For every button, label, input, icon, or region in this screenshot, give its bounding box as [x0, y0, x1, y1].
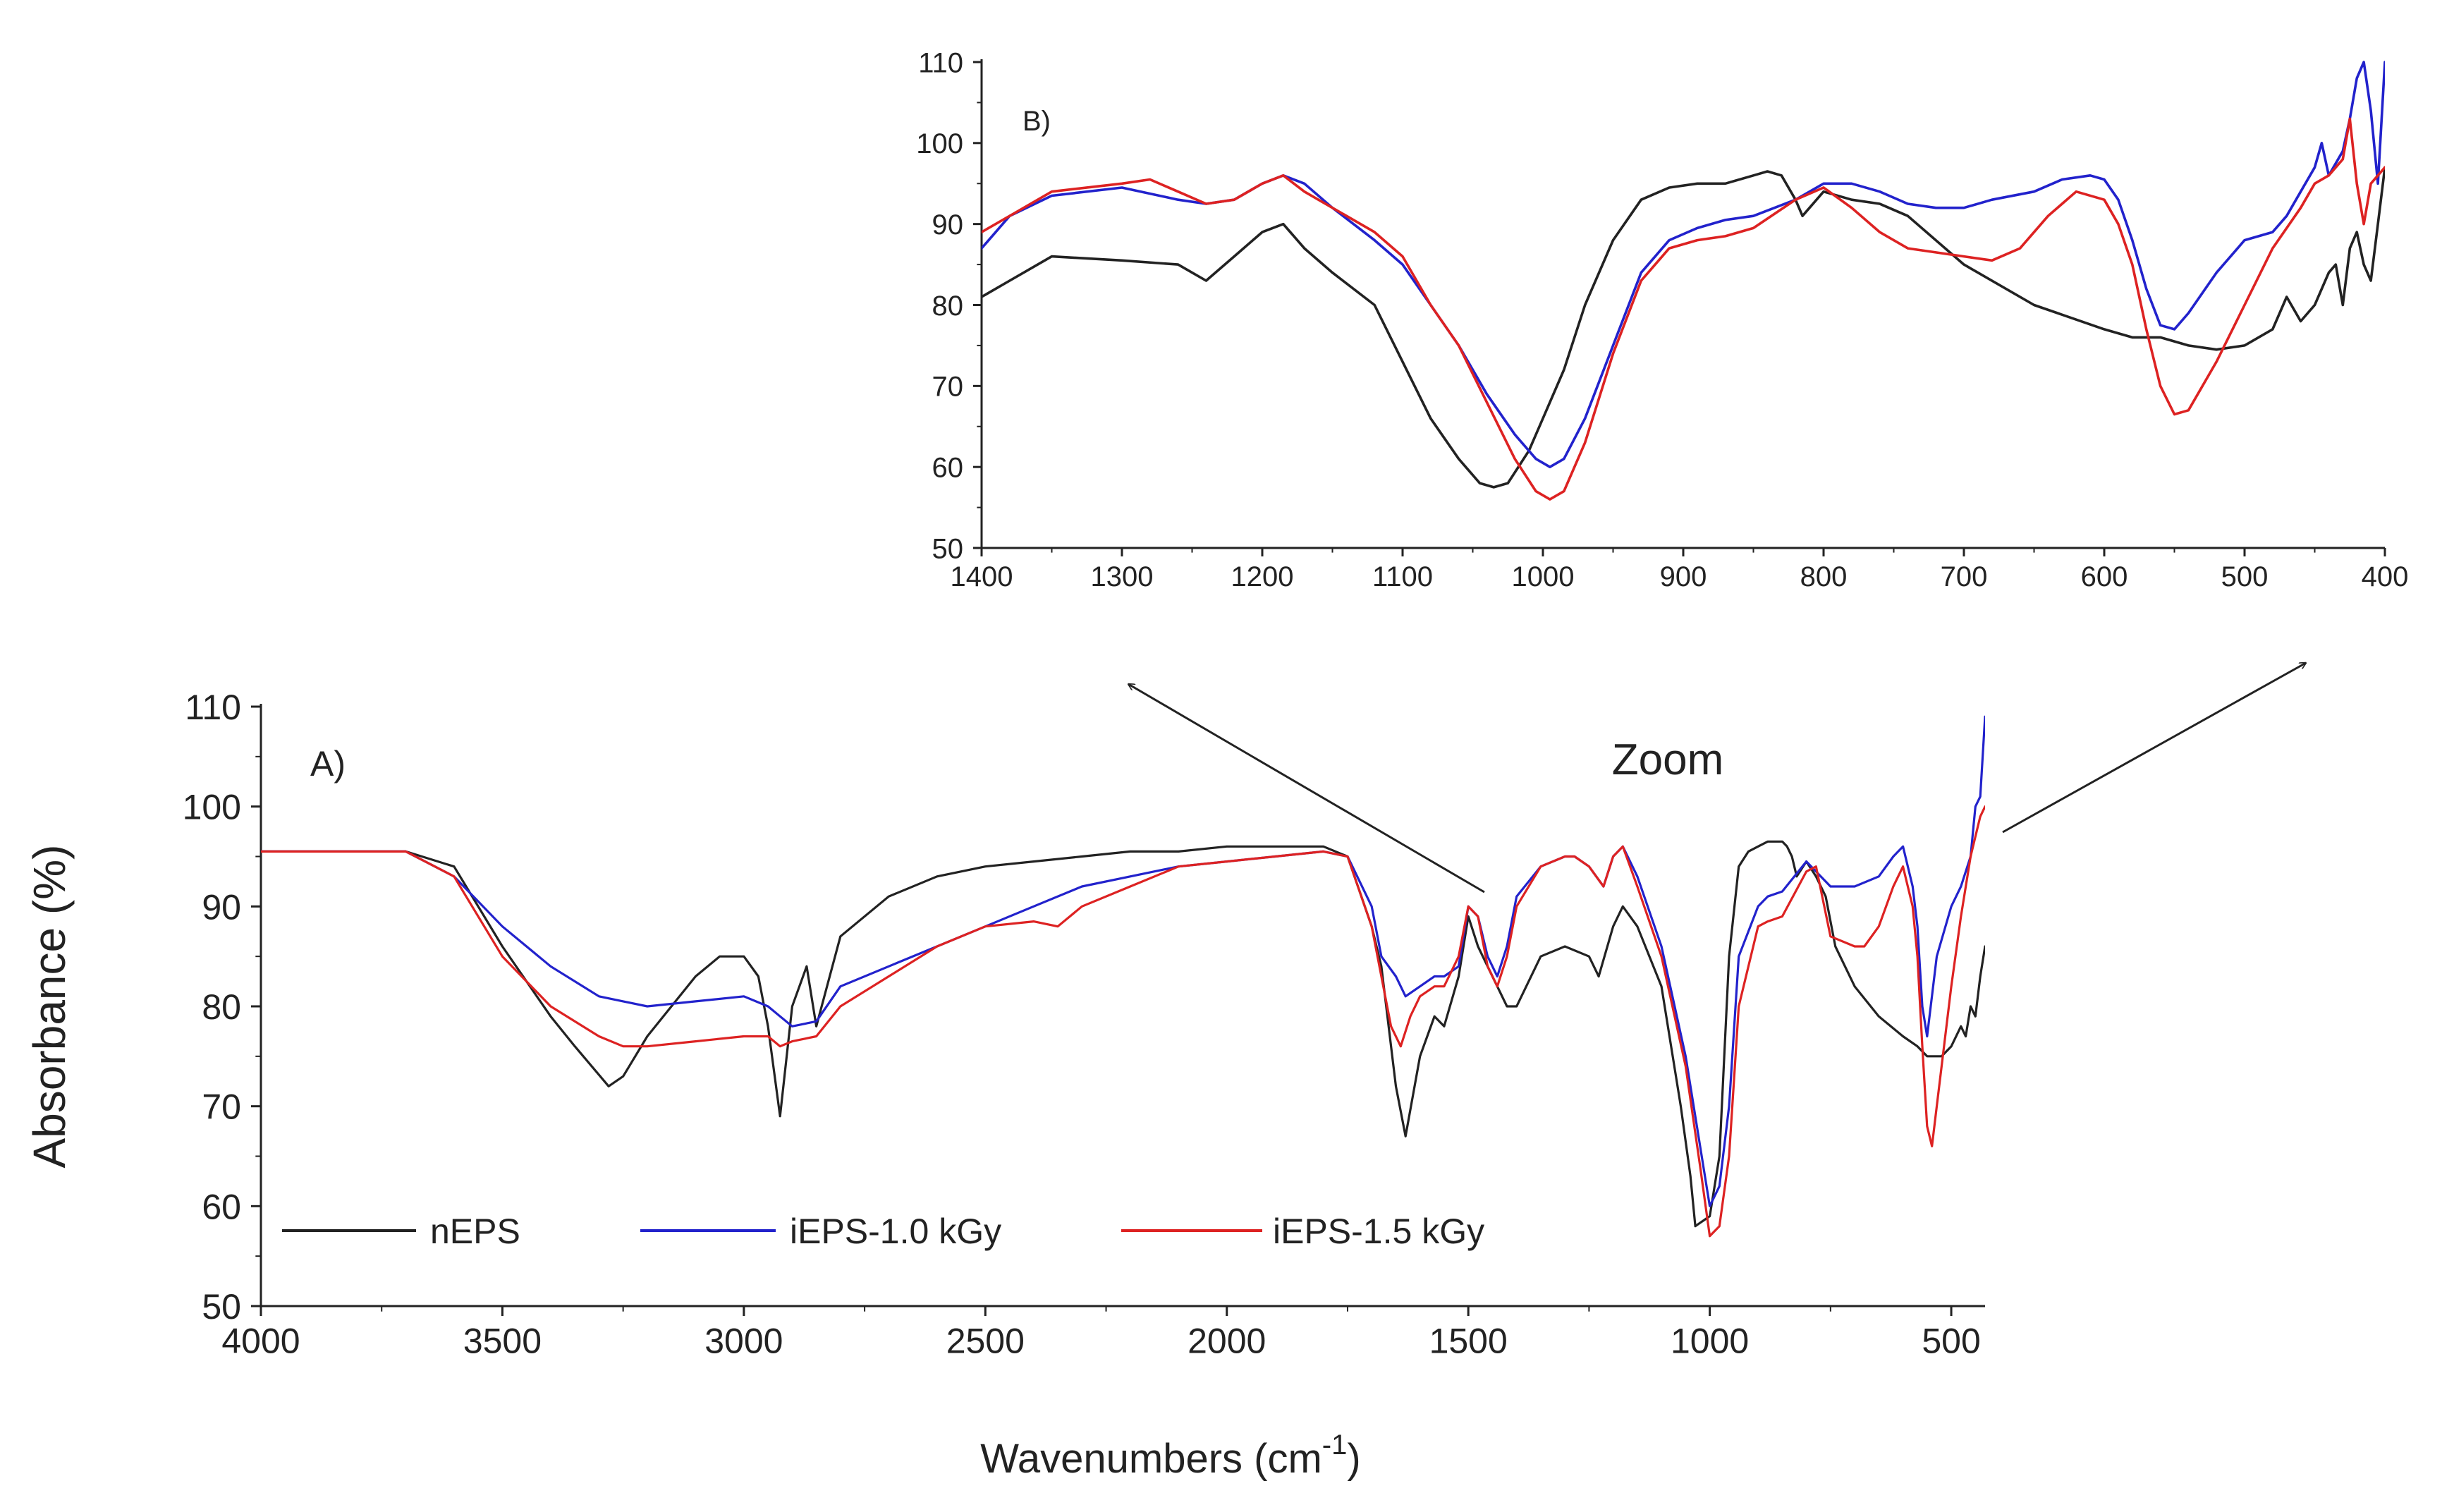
panel-a-y-tick-label: 60	[202, 1187, 241, 1226]
panel-a-y-axis-title: Absorbance (%)	[24, 845, 75, 1169]
zoom-arrow-left	[1128, 684, 1485, 894]
panel-b-label: B)	[1022, 106, 1051, 137]
legend-label: iEPS-1.0 kGy	[790, 1212, 1001, 1251]
legend-label: iEPS-1.5 kGy	[1273, 1212, 1484, 1251]
panel-b-y-tick-label: 110	[918, 47, 963, 78]
panel-b-y-tick-label: 100	[916, 128, 963, 159]
panel-b-x-tick-label: 700	[1941, 561, 1988, 592]
panel-a-legend: nEPS iEPS-1.0 kGy iEPS-1.5 kGy	[282, 1212, 1484, 1251]
panel-a-y-tick-label: 70	[202, 1087, 241, 1127]
panel-b-series-line-ieps-1-0-kgy	[982, 61, 2385, 468]
panel-b-x-tick-label: 900	[1660, 561, 1707, 592]
panel-b-series-line-ieps-1-5-kgy	[982, 117, 2385, 501]
panel-a-label: A)	[310, 744, 346, 784]
panel-b-y-tick-label: 60	[932, 453, 964, 484]
panel-b-x-tick-label: 1200	[1231, 561, 1294, 592]
panel-b-y-tick-label: 70	[932, 372, 964, 403]
panel-a-x-tick-label: 3500	[463, 1322, 542, 1361]
panel-b-x-tick-label: 600	[2081, 561, 2128, 592]
zoom-label: Zoom	[1612, 736, 1723, 784]
panel-a-x-tick-label: 2000	[1188, 1322, 1266, 1361]
panel-a-series-line-ieps-1-0-kgy	[261, 715, 1985, 1207]
panel-b-x-tick-label: 500	[2221, 561, 2269, 592]
panel-a-series-line-ieps-1-5-kgy	[261, 805, 1985, 1238]
panel-a-y-tick-label: 50	[202, 1287, 241, 1327]
legend-label: nEPS	[430, 1212, 520, 1251]
panel-b-x-tick-label: 400	[2362, 561, 2409, 592]
panel-a-x-tick-label: 2500	[946, 1322, 1025, 1361]
panel-b-y-tick-label: 90	[932, 209, 964, 240]
panel-b-x-tick-label: 1100	[1372, 561, 1433, 592]
panel-a-x-tick-label: 4000	[221, 1322, 300, 1361]
panel-a-y-tick-label: 80	[202, 987, 241, 1027]
panel-a-x-tick-label: 3000	[704, 1322, 783, 1361]
panel-a-y-tick-label: 90	[202, 887, 241, 927]
panel-b-x-tick-label: 1300	[1091, 561, 1154, 592]
chart-panel-b: 50 60 70 80 90 100 110 1400 1300 1200 1100 1000 900 8…	[916, 47, 2408, 592]
zoom-arrow-right	[2002, 663, 2306, 834]
panel-a-x-axis-title: Wavenumbers (cm-1)	[980, 1429, 1360, 1482]
chart-panel-a: 50 60 70 80 90 100 110 4000 3500 3000 2500 2000 1500…	[24, 688, 1985, 1482]
panel-b-x-tick-label: 1000	[1512, 561, 1575, 592]
panel-a-x-tick-label: 1500	[1429, 1322, 1508, 1361]
panel-b-series-line-neps	[982, 166, 2385, 489]
panel-a-y-tick-label: 100	[183, 788, 241, 827]
panel-b-y-tick-label: 80	[932, 291, 964, 322]
panel-a-x-tick-label: 500	[1922, 1322, 1980, 1361]
panel-b-y-tick-label: 50	[932, 533, 964, 564]
zoom-annotation: Zoom	[1128, 663, 2306, 894]
panel-a-y-tick-label: 110	[185, 688, 241, 727]
panel-a-series-line-neps	[261, 840, 1985, 1228]
panel-b-x-tick-label: 800	[1800, 561, 1848, 592]
panel-b-x-tick-label: 1400	[951, 561, 1013, 592]
panel-a-x-tick-label: 1000	[1671, 1322, 1749, 1361]
